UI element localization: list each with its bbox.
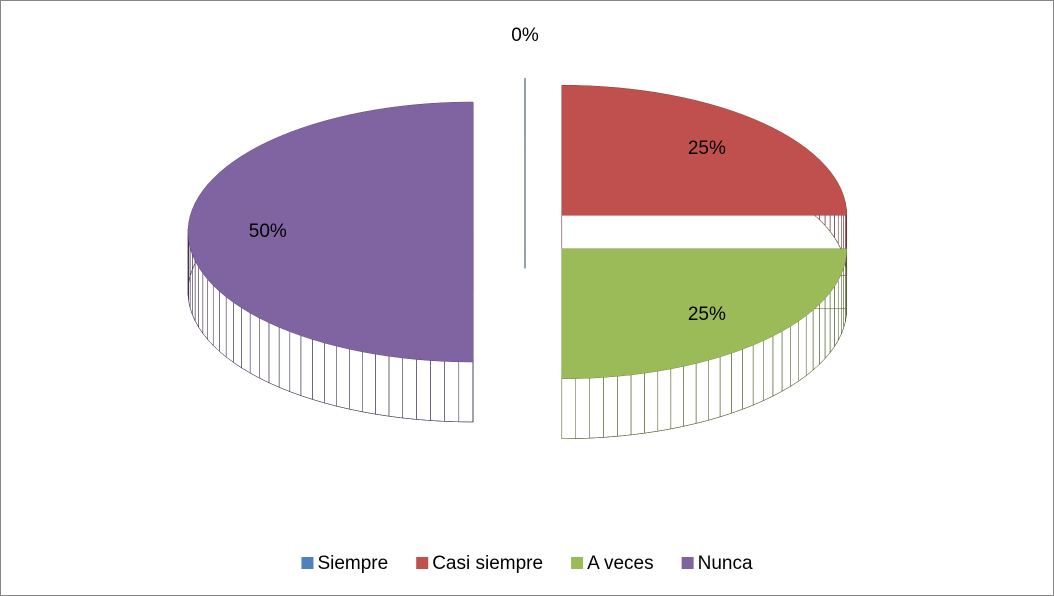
legend-swatch [681,557,694,569]
legend-swatch [301,557,314,569]
slice [561,248,847,379]
slice [561,85,847,216]
data-label: 50% [249,221,287,242]
pie-tops [188,85,847,379]
legend-item: Casi siempre [416,553,543,574]
legend-item: Nunca [681,553,753,574]
data-labels: 0% 25% 50% 25% [249,25,726,325]
data-label: 25% [688,304,726,325]
legend-label: A veces [587,553,654,574]
legend-swatch [571,557,584,569]
slice [188,102,474,362]
legend-label: Siempre [317,553,388,574]
legend-swatch [416,557,429,569]
legend-item: A veces [571,553,654,574]
legend: Siempre Casi siempre A veces Nunca [301,553,753,574]
data-label: 0% [511,25,539,46]
data-label: 25% [688,138,726,159]
legend-item: Siempre [301,553,388,574]
legend-label: Casi siempre [432,553,543,574]
legend-label: Nunca [698,553,753,574]
